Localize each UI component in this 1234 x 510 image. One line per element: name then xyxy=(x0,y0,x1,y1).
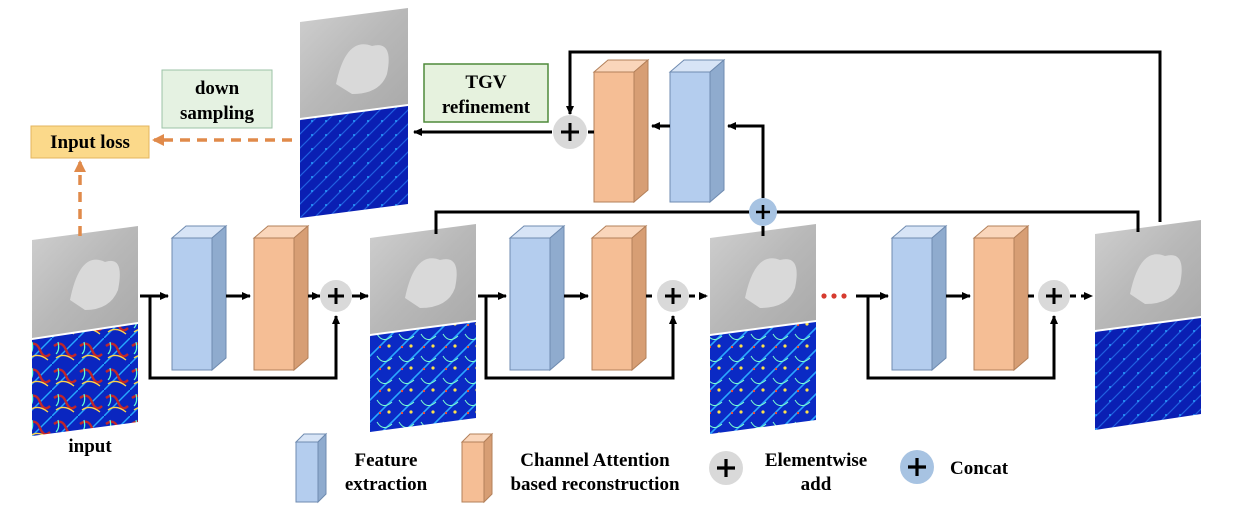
tgv-label-2: refinement xyxy=(442,97,531,118)
elementwise-add-icon xyxy=(1038,280,1070,312)
elementwise-add-icon xyxy=(553,115,587,149)
legend-add-label-1: Elementwise xyxy=(765,450,867,471)
legend-concat-label: Concat xyxy=(950,458,1009,479)
legend-feature-label-1: Feature xyxy=(355,450,418,471)
down-sampling-label-2: sampling xyxy=(180,103,254,124)
feature-extraction-block-1 xyxy=(170,224,228,372)
input-label: input xyxy=(68,436,112,457)
feature-extraction-block-2 xyxy=(508,224,566,372)
down-sampling-box: down sampling xyxy=(161,69,273,129)
legend: Feature extraction Channel Attention bas… xyxy=(294,432,1009,504)
tgv-refinement-box: TGV refinement xyxy=(423,63,549,123)
legend-add-label-2: add xyxy=(801,474,832,495)
input-loss-label: Input loss xyxy=(50,132,130,153)
output-image-panel xyxy=(1095,220,1201,430)
reconstruction-block-3 xyxy=(972,224,1030,372)
connector-lines xyxy=(140,50,1162,380)
legend-channel-label-2: based reconstruction xyxy=(510,474,679,495)
elementwise-add-icon xyxy=(320,280,352,312)
legend-concat-icon xyxy=(900,450,934,484)
concat-icon xyxy=(749,198,777,226)
intermediate-image-panel-2 xyxy=(710,224,816,434)
tgv-label-1: TGV xyxy=(465,72,506,93)
legend-feature-label-2: extraction xyxy=(345,474,428,495)
legend-reconstruction-swatch xyxy=(460,432,494,504)
legend-channel-label-1: Channel Attention xyxy=(520,450,670,471)
input-loss-box: Input loss xyxy=(30,125,150,159)
legend-add-icon xyxy=(709,451,743,485)
loss-arrows xyxy=(74,134,292,236)
down-sampling-label-1: down xyxy=(195,78,240,99)
refined-image-panel xyxy=(300,8,408,218)
ellipsis-dots xyxy=(821,293,847,299)
feature-extraction-block-3 xyxy=(890,224,948,372)
reconstruction-block-top xyxy=(592,58,650,204)
elementwise-add-icon xyxy=(657,280,689,312)
input-image-panel xyxy=(32,226,138,436)
reconstruction-block-1 xyxy=(252,224,310,372)
reconstruction-block-2 xyxy=(590,224,648,372)
legend-feature-swatch xyxy=(294,432,328,504)
feature-extraction-block-top xyxy=(668,58,726,204)
intermediate-image-panel-1 xyxy=(370,224,476,432)
